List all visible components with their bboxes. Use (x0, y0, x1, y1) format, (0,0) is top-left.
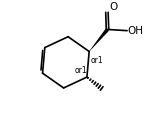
Text: or1: or1 (90, 56, 103, 65)
Text: OH: OH (128, 26, 144, 36)
Polygon shape (89, 28, 109, 52)
Text: O: O (109, 2, 117, 12)
Text: or1: or1 (75, 66, 87, 75)
